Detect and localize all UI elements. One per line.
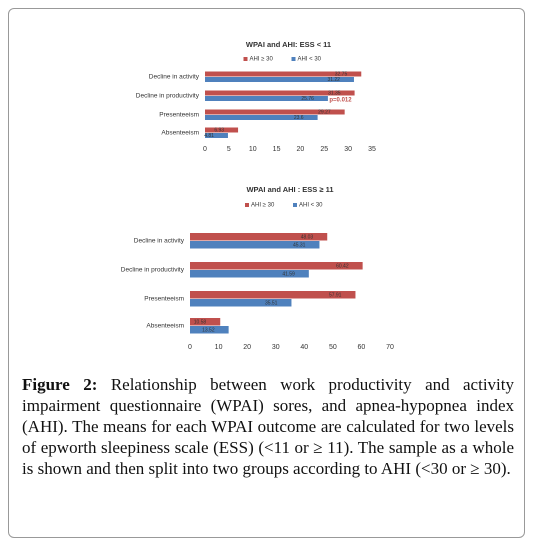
legend-label: AHI < 30 — [298, 57, 322, 63]
value-label: 31.22 — [327, 77, 340, 83]
x-tick-label: 20 — [297, 146, 305, 153]
caption-text: Relationship between work productivity a… — [22, 375, 514, 478]
value-label: 48.03 — [301, 234, 314, 240]
x-tick-label: 35 — [368, 146, 376, 153]
value-label: 45.31 — [293, 242, 306, 248]
legend-label: AHI ≥ 30 — [250, 57, 274, 63]
bar — [190, 233, 328, 241]
bar — [190, 241, 320, 249]
legend-swatch — [293, 203, 297, 207]
bar — [205, 71, 362, 77]
bar — [205, 133, 228, 138]
value-label: 60.42 — [336, 263, 349, 269]
y-tick-label: Decline in activity — [149, 74, 200, 81]
value-label: 25.76 — [301, 96, 314, 102]
bar — [190, 270, 309, 278]
value-label: 29.27 — [318, 110, 331, 116]
chart-title: WPAI and AHI : ESS ≥ 11 — [246, 185, 333, 194]
bar — [190, 262, 363, 270]
x-tick-label: 0 — [188, 344, 192, 351]
bar — [205, 77, 354, 82]
x-tick-label: 60 — [358, 344, 366, 351]
value-label: 4.81 — [204, 133, 214, 139]
value-label: 23.6 — [294, 115, 304, 121]
x-tick-label: 70 — [386, 344, 394, 351]
y-tick-label: Absenteeism — [146, 323, 184, 330]
bar — [205, 109, 345, 115]
value-label: 35.51 — [265, 300, 278, 306]
value-label: 57.91 — [329, 292, 342, 298]
x-tick-label: 50 — [329, 344, 337, 351]
legend-swatch — [245, 203, 249, 207]
x-tick-label: 30 — [344, 146, 352, 153]
x-tick-label: 10 — [249, 146, 257, 153]
value-label: 32.75 — [335, 72, 348, 78]
legend-swatch — [291, 57, 296, 61]
chart-title: WPAI and AHI: ESS < 11 — [246, 40, 331, 49]
bar — [190, 318, 221, 326]
bar — [205, 127, 239, 133]
value-label: 31.35 — [328, 91, 341, 97]
legend-label: AHI ≥ 30 — [251, 203, 275, 209]
caption-label: Figure 2: — [22, 375, 98, 394]
x-tick-label: 30 — [272, 344, 280, 351]
value-label: 13.52 — [202, 327, 215, 333]
legend-label: AHI < 30 — [299, 203, 323, 209]
bar — [205, 90, 355, 96]
x-tick-label: 0 — [203, 146, 207, 153]
x-tick-label: 20 — [243, 344, 251, 351]
figure-frame — [8, 8, 525, 538]
bar — [190, 299, 292, 307]
annotation: p=0.012 — [329, 98, 352, 104]
bar — [190, 291, 356, 299]
y-tick-label: Decline in activity — [134, 238, 185, 245]
y-tick-label: Decline in productivity — [121, 267, 185, 274]
legend-swatch — [243, 57, 248, 61]
caption: Figure 2: Relationship between work prod… — [22, 374, 514, 479]
y-tick-label: Absenteeism — [161, 130, 199, 137]
x-tick-label: 5 — [227, 146, 231, 153]
x-tick-label: 10 — [215, 344, 223, 351]
bar — [205, 96, 328, 101]
x-tick-label: 15 — [273, 146, 281, 153]
charts: WPAI and AHI: ESS < 11 AHI ≥ 30 AHI < 30 0 5… — [121, 40, 394, 351]
y-tick-label: Presenteeism — [144, 296, 184, 303]
x-tick-label: 25 — [320, 146, 328, 153]
y-tick-label: Presenteeism — [159, 112, 199, 119]
bar — [205, 115, 318, 120]
value-label: 6.93 — [214, 128, 224, 134]
bar — [190, 326, 229, 334]
value-label: 41.59 — [282, 271, 295, 277]
x-tick-label: 40 — [300, 344, 308, 351]
y-tick-label: Decline in productivity — [136, 93, 200, 100]
value-label: 10.58 — [194, 319, 207, 325]
